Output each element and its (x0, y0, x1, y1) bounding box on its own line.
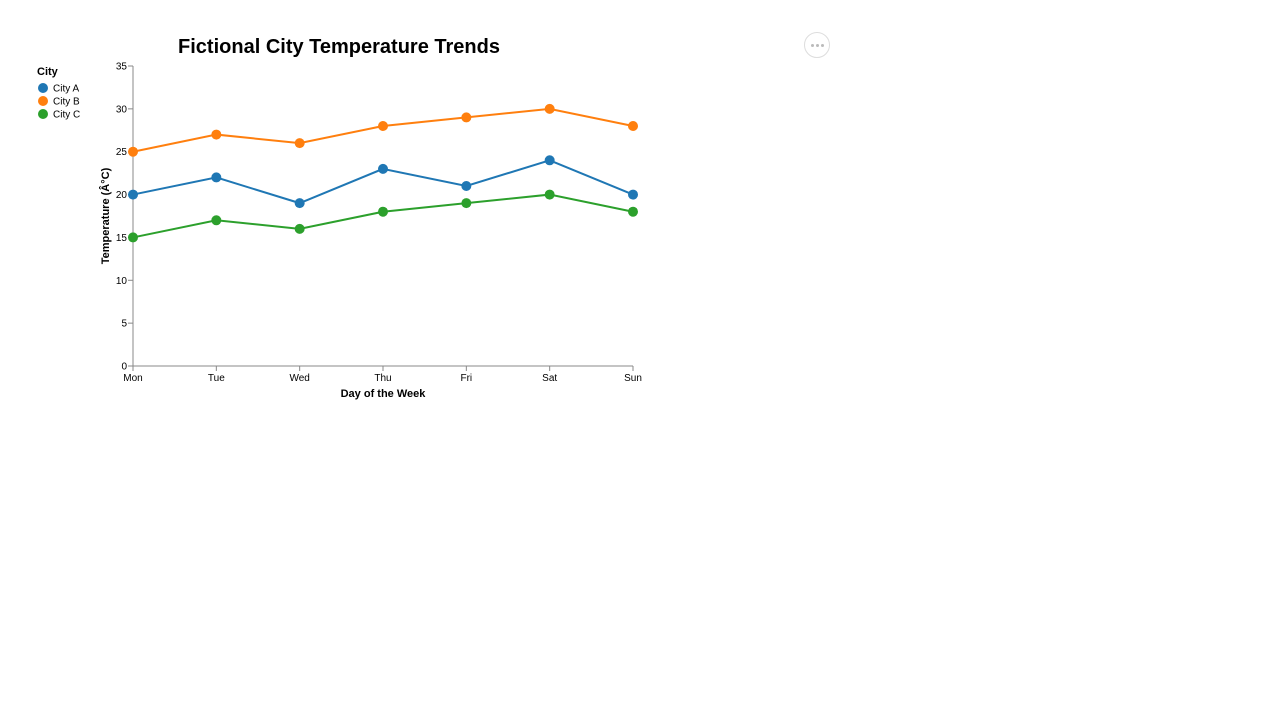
ellipsis-icon (820, 43, 824, 47)
legend-item[interactable]: City B (38, 96, 80, 108)
data-point[interactable] (211, 172, 222, 183)
data-point[interactable] (128, 189, 138, 200)
data-point[interactable] (294, 138, 305, 149)
legend-symbol (38, 83, 48, 93)
y-tick-label: 10 (116, 276, 128, 287)
x-tick-label: Mon (123, 373, 142, 384)
series-city-a (128, 155, 638, 209)
data-point[interactable] (461, 198, 472, 209)
data-point[interactable] (294, 198, 305, 209)
x-axis-ticks: Mon Tue Wed Thu Fri Sat Sun (123, 366, 642, 384)
x-tick-label: Tue (208, 373, 225, 384)
chart-title: Fictional City Temperature Trends (178, 36, 500, 58)
x-tick-label: Fri (460, 373, 472, 384)
legend-item[interactable]: City A (38, 83, 79, 95)
legend-label: City A (53, 84, 79, 95)
y-tick-label: 20 (116, 190, 128, 201)
data-point[interactable] (628, 121, 638, 131)
data-point[interactable] (378, 121, 388, 131)
axes: 0 5 10 15 20 25 30 35 Mon Tue Wed Thu Fri Sat Sun Day… (99, 62, 642, 401)
actions-menu-button[interactable] (804, 32, 830, 58)
data-point[interactable] (461, 112, 472, 123)
data-point[interactable] (544, 155, 555, 166)
data-point[interactable] (628, 189, 638, 200)
legend-symbol (38, 109, 48, 119)
data-point[interactable] (128, 146, 138, 157)
x-tick-label: Sat (542, 373, 557, 384)
data-point[interactable] (211, 215, 222, 226)
data-point[interactable] (128, 232, 138, 243)
y-axis-title: Temperature (Â°C) (99, 167, 112, 264)
y-tick-label: 0 (121, 362, 127, 373)
legend-symbol (38, 96, 48, 106)
y-tick-label: 25 (116, 147, 128, 158)
ellipsis-icon (815, 43, 819, 47)
data-point[interactable] (628, 206, 638, 217)
y-tick-label: 5 (121, 319, 127, 330)
x-tick-label: Sun (624, 373, 642, 384)
legend-label: City B (53, 97, 80, 108)
legend-label: City C (53, 110, 80, 121)
series-layer (128, 103, 638, 243)
series-city-c (128, 189, 638, 243)
y-tick-label: 15 (116, 233, 128, 244)
series-city-b (128, 103, 638, 157)
data-point[interactable] (378, 163, 388, 174)
data-point[interactable] (378, 206, 388, 217)
data-point[interactable] (294, 223, 305, 234)
data-point[interactable] (461, 181, 472, 191)
data-point[interactable] (544, 103, 555, 114)
y-tick-label: 35 (116, 62, 128, 73)
data-point[interactable] (544, 189, 555, 200)
ellipsis-icon (810, 43, 814, 47)
data-point[interactable] (211, 129, 222, 140)
legend-item[interactable]: City C (38, 109, 80, 121)
x-tick-label: Wed (289, 373, 309, 384)
legend-title: City (37, 66, 59, 78)
y-axis-ticks: 0 5 10 15 20 25 30 35 (116, 62, 133, 373)
legend: City City A City B City C (37, 66, 80, 121)
y-tick-label: 30 (116, 104, 128, 115)
x-axis-title: Day of the Week (341, 388, 427, 400)
x-tick-label: Thu (374, 373, 391, 384)
